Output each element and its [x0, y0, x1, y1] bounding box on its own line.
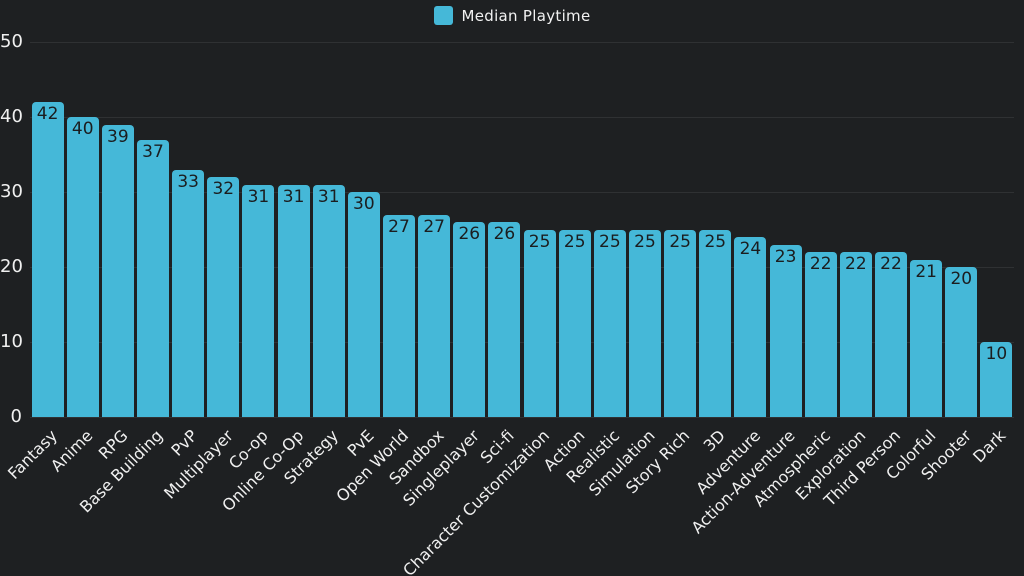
bar-value-label: 25 — [599, 231, 621, 252]
bar-value-label: 22 — [845, 254, 867, 274]
bar-multiplayer: 32 — [207, 177, 240, 417]
bar-value-label: 27 — [423, 216, 445, 237]
bar-sandbox: 27 — [418, 214, 451, 417]
bar-simulation: 25 — [628, 229, 662, 417]
bar-value-label: 31 — [317, 186, 340, 207]
bar-value-label: 10 — [985, 344, 1008, 364]
y-axis-tick-label: 10 — [0, 331, 23, 352]
bar-3d: 25 — [699, 229, 732, 417]
bar-action-adventure: 23 — [769, 244, 802, 417]
bar-pvp: 33 — [172, 169, 205, 417]
bar-strategy: 31 — [312, 184, 345, 417]
bar-value-label: 21 — [915, 261, 937, 282]
bar-online-co-op: 31 — [277, 184, 310, 417]
y-axis-tick-label: 20 — [0, 256, 23, 277]
bar-value-label: 25 — [704, 231, 727, 252]
bar-realistic: 25 — [593, 229, 626, 417]
gridline-y-50 — [30, 41, 1014, 43]
bar-value-label: 22 — [880, 254, 902, 274]
bar-adventure: 24 — [734, 237, 767, 417]
x-axis-tick-label: Dark — [969, 426, 1010, 467]
bar-value-label: 37 — [142, 141, 164, 162]
bar-value-label: 26 — [458, 224, 481, 244]
legend: Median Playtime — [0, 6, 1024, 25]
legend-item-median-playtime[interactable]: Median Playtime — [433, 6, 591, 25]
bar-open-world: 27 — [382, 214, 416, 417]
bar-value-label: 31 — [247, 186, 270, 207]
y-axis-tick-label: 30 — [0, 181, 23, 202]
bar-value-label: 39 — [107, 126, 129, 147]
bar-fantasy: 42 — [31, 102, 64, 417]
bar-value-label: 40 — [71, 119, 94, 139]
bar-value-label: 31 — [282, 186, 305, 207]
bar-rpg: 39 — [101, 124, 134, 417]
bar-value-label: 25 — [563, 231, 586, 252]
bar-third-person: 22 — [874, 252, 908, 417]
bar-co-op: 31 — [242, 184, 275, 417]
bar-value-label: 27 — [388, 216, 410, 237]
legend-label: Median Playtime — [461, 6, 591, 25]
y-axis-tick-label: 50 — [0, 31, 23, 52]
gridline-y-20 — [30, 266, 1014, 268]
bar-value-label: 22 — [809, 254, 832, 274]
bar-value-label: 25 — [634, 231, 656, 252]
bar-shooter: 20 — [945, 267, 978, 417]
bar-base-building: 37 — [136, 139, 170, 417]
bar-story-rich: 25 — [664, 229, 697, 417]
bar-value-label: 23 — [774, 246, 797, 267]
bar-colorful: 21 — [910, 259, 943, 417]
gridline-y-0 — [30, 416, 1014, 418]
bar-sci-fi: 26 — [488, 222, 521, 417]
gridline-y-30 — [30, 191, 1014, 193]
bar-value-label: 42 — [36, 104, 59, 124]
y-axis-tick-label: 40 — [0, 106, 23, 127]
bar-value-label: 30 — [353, 194, 375, 214]
y-axis-tick-label: 0 — [10, 406, 22, 427]
bar-anime: 40 — [66, 117, 99, 417]
bar-dark: 10 — [980, 342, 1013, 417]
bar-value-label: 25 — [669, 231, 691, 252]
legend-swatch-icon — [433, 6, 453, 25]
x-axis-tick-label: Fantasy — [4, 426, 62, 483]
bar-value-label: 25 — [528, 231, 551, 252]
bar-singleplayer: 26 — [453, 222, 486, 417]
bar-action: 25 — [558, 229, 591, 417]
bar-exploration: 22 — [839, 252, 872, 417]
bar-pve: 30 — [347, 192, 380, 417]
bar-value-label: 32 — [212, 179, 235, 199]
bar-atmospheric: 22 — [804, 252, 837, 417]
bar-value-label: 33 — [177, 171, 199, 192]
bar-value-label: 20 — [950, 269, 973, 289]
bar-character-customization: 25 — [523, 229, 556, 417]
gridline-y-40 — [30, 116, 1014, 118]
bar-value-label: 26 — [493, 224, 516, 244]
gridline-y-10 — [30, 341, 1014, 343]
bar-value-label: 24 — [739, 239, 762, 259]
